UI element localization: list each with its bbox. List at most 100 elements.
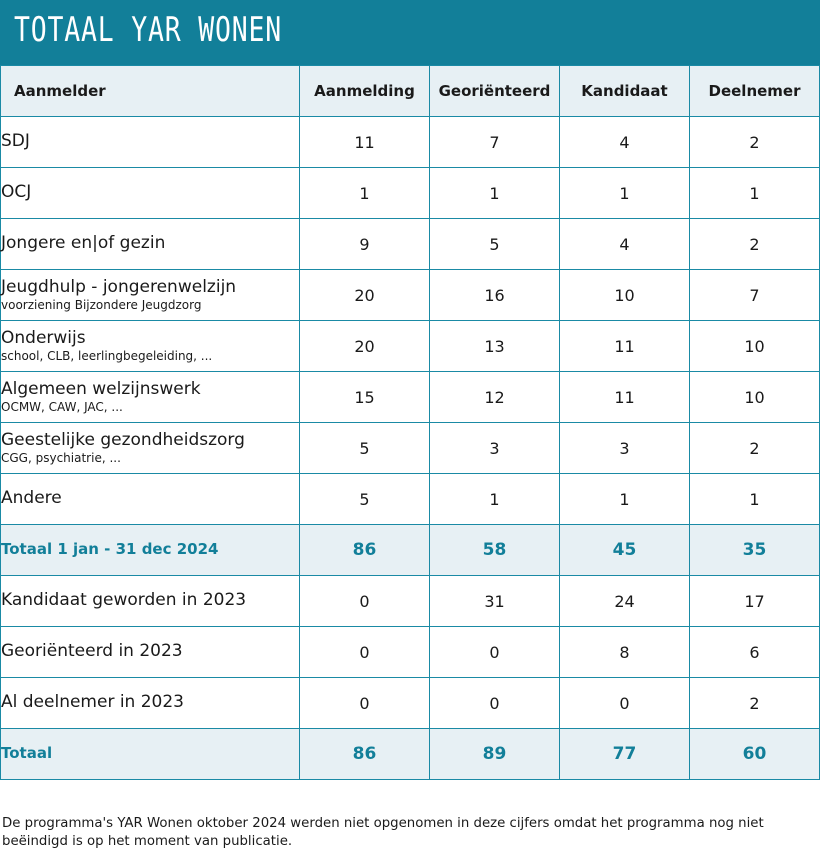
cell-georienteerd: 0 xyxy=(429,677,560,729)
subtotal-label: Totaal 1 jan - 31 dec 2024 xyxy=(0,524,300,576)
row-label-text: OCJ xyxy=(1,182,32,203)
row-label-text: Algemeen welzijnswerk xyxy=(1,378,201,399)
cell-aanmelding: 1 xyxy=(299,167,430,219)
cell-deelnemer: 17 xyxy=(689,575,820,627)
cell-aanmelding: 9 xyxy=(299,218,430,270)
cell-deelnemer: 10 xyxy=(689,371,820,423)
cell-aanmelding: 0 xyxy=(299,626,430,678)
cell-aanmelding: 5 xyxy=(299,422,430,474)
cell-georienteerd: 7 xyxy=(429,116,560,168)
cell-deelnemer: 2 xyxy=(689,422,820,474)
page-title: TOTAAL YAR WONEN xyxy=(14,10,282,50)
cell-kandidaat: 10 xyxy=(559,269,690,321)
table-row: Jeugdhulp - jongerenwelzijn voorziening … xyxy=(0,269,820,321)
subtotal-aanmelding: 86 xyxy=(299,524,430,576)
row-label: Al deelnemer in 2023 xyxy=(0,677,300,729)
cell-kandidaat: 11 xyxy=(559,371,690,423)
row-label: Algemeen welzijnswerk OCMW, CAW, JAC, ..… xyxy=(0,371,300,423)
cell-kandidaat: 3 xyxy=(559,422,690,474)
cell-georienteerd: 3 xyxy=(429,422,560,474)
cell-georienteerd: 0 xyxy=(429,626,560,678)
row-label: Georiënteerd in 2023 xyxy=(0,626,300,678)
row-sublabel: voorziening Bijzondere Jeugdzorg xyxy=(1,298,202,313)
cell-georienteerd: 12 xyxy=(429,371,560,423)
row-label: OCJ xyxy=(0,167,300,219)
subtotal-kandidaat: 45 xyxy=(559,524,690,576)
column-header-aanmelder: Aanmelder xyxy=(0,65,300,117)
total-label: Totaal xyxy=(0,728,300,780)
table-row: Jongere en|of gezin 9 5 4 2 xyxy=(0,218,820,270)
cell-kandidaat: 4 xyxy=(559,218,690,270)
subtotal-row: Totaal 1 jan - 31 dec 2024 86 58 45 35 xyxy=(0,524,820,576)
row-sublabel: school, CLB, leerlingbegeleiding, ... xyxy=(1,349,213,364)
row-label: Jongere en|of gezin xyxy=(0,218,300,270)
cell-kandidaat: 1 xyxy=(559,473,690,525)
table-row: Kandidaat geworden in 2023 0 31 24 17 xyxy=(0,575,820,627)
row-label-text: Andere xyxy=(1,488,62,509)
total-georienteerd: 89 xyxy=(429,728,560,780)
cell-kandidaat: 8 xyxy=(559,626,690,678)
header-row: Aanmelder Aanmelding Georiënteerd Kandid… xyxy=(0,65,820,117)
cell-georienteerd: 13 xyxy=(429,320,560,372)
table-row: Georiënteerd in 2023 0 0 8 6 xyxy=(0,626,820,678)
table-row: SDJ 11 7 4 2 xyxy=(0,116,820,168)
column-header-deelnemer: Deelnemer xyxy=(689,65,820,117)
cell-kandidaat: 11 xyxy=(559,320,690,372)
cell-georienteerd: 5 xyxy=(429,218,560,270)
row-label-text: Jeugdhulp - jongerenwelzijn xyxy=(1,276,237,297)
cell-deelnemer: 10 xyxy=(689,320,820,372)
footnote: De programma's YAR Wonen oktober 2024 we… xyxy=(2,816,764,849)
data-table: Aanmelder Aanmelding Georiënteerd Kandid… xyxy=(0,65,820,780)
table-row: Onderwijs school, CLB, leerlingbegeleidi… xyxy=(0,320,820,372)
cell-deelnemer: 2 xyxy=(689,677,820,729)
cell-deelnemer: 6 xyxy=(689,626,820,678)
cell-aanmelding: 20 xyxy=(299,269,430,321)
table-row: OCJ 1 1 1 1 xyxy=(0,167,820,219)
cell-deelnemer: 2 xyxy=(689,116,820,168)
cell-aanmelding: 0 xyxy=(299,575,430,627)
cell-georienteerd: 16 xyxy=(429,269,560,321)
cell-deelnemer: 1 xyxy=(689,473,820,525)
row-label: SDJ xyxy=(0,116,300,168)
cell-georienteerd: 1 xyxy=(429,473,560,525)
total-aanmelding: 86 xyxy=(299,728,430,780)
total-row: Totaal 86 89 77 60 xyxy=(0,728,820,780)
table-row: Al deelnemer in 2023 0 0 0 2 xyxy=(0,677,820,729)
total-deelnemer: 60 xyxy=(689,728,820,780)
column-header-kandidaat: Kandidaat xyxy=(559,65,690,117)
cell-deelnemer: 7 xyxy=(689,269,820,321)
cell-aanmelding: 20 xyxy=(299,320,430,372)
title-banner: TOTAAL YAR WONEN xyxy=(0,0,820,65)
row-label: Andere xyxy=(0,473,300,525)
row-label: Onderwijs school, CLB, leerlingbegeleidi… xyxy=(0,320,300,372)
row-sublabel: OCMW, CAW, JAC, ... xyxy=(1,400,123,415)
row-label: Kandidaat geworden in 2023 xyxy=(0,575,300,627)
row-label-text: Onderwijs xyxy=(1,327,86,348)
cell-kandidaat: 4 xyxy=(559,116,690,168)
total-kandidaat: 77 xyxy=(559,728,690,780)
subtotal-deelnemer: 35 xyxy=(689,524,820,576)
row-label-text: Jongere en|of gezin xyxy=(1,233,166,254)
cell-kandidaat: 0 xyxy=(559,677,690,729)
cell-deelnemer: 2 xyxy=(689,218,820,270)
row-label-text: Geestelijke gezondheidszorg xyxy=(1,429,245,450)
column-header-aanmelding: Aanmelding xyxy=(299,65,430,117)
cell-aanmelding: 0 xyxy=(299,677,430,729)
table-row: Algemeen welzijnswerk OCMW, CAW, JAC, ..… xyxy=(0,371,820,423)
cell-kandidaat: 1 xyxy=(559,167,690,219)
table-row: Andere 5 1 1 1 xyxy=(0,473,820,525)
cell-aanmelding: 11 xyxy=(299,116,430,168)
cell-aanmelding: 5 xyxy=(299,473,430,525)
cell-kandidaat: 24 xyxy=(559,575,690,627)
cell-georienteerd: 1 xyxy=(429,167,560,219)
table-row: Geestelijke gezondheidszorg CGG, psychia… xyxy=(0,422,820,474)
cell-deelnemer: 1 xyxy=(689,167,820,219)
row-sublabel: CGG, psychiatrie, ... xyxy=(1,451,121,466)
row-label: Jeugdhulp - jongerenwelzijn voorziening … xyxy=(0,269,300,321)
row-label-text: SDJ xyxy=(1,131,30,152)
cell-aanmelding: 15 xyxy=(299,371,430,423)
row-label: Geestelijke gezondheidszorg CGG, psychia… xyxy=(0,422,300,474)
subtotal-georienteerd: 58 xyxy=(429,524,560,576)
column-header-georienteerd: Georiënteerd xyxy=(429,65,560,117)
cell-georienteerd: 31 xyxy=(429,575,560,627)
